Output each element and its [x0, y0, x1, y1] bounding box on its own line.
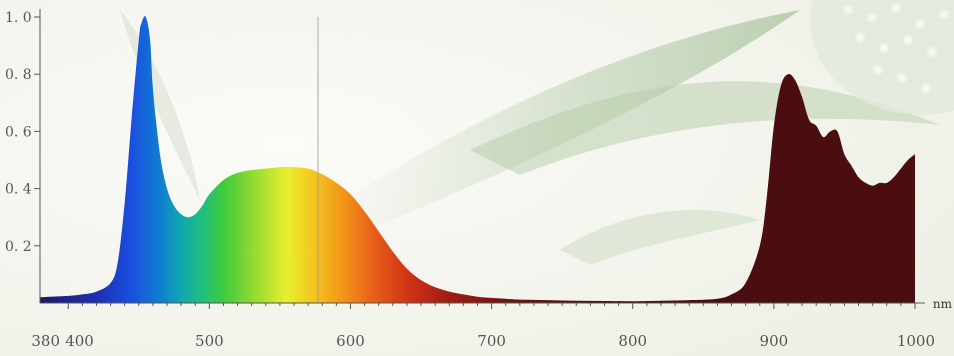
led-dot: [870, 62, 886, 78]
y-tick-label: 1. 0: [5, 10, 32, 26]
led-dot: [924, 44, 940, 60]
infrared-spectrum-area: [632, 74, 915, 303]
x-tick-label: 600: [336, 332, 365, 350]
x-tick-label: 900: [760, 332, 789, 350]
led-dot: [888, 0, 904, 16]
led-dot: [900, 32, 916, 48]
x-tick-label: 400: [65, 332, 94, 350]
led-dot: [894, 70, 910, 86]
y-tick-label: 0. 2: [5, 239, 32, 255]
leaf-shape: [470, 81, 940, 175]
plot-area: [40, 16, 915, 303]
led-dot: [840, 2, 856, 18]
visible-spectrum-area: [40, 16, 633, 303]
x-tick-label: 800: [618, 332, 647, 350]
led-dot: [936, 6, 952, 22]
led-dot: [876, 40, 892, 56]
background-leaves: [120, 0, 954, 265]
axes: 380 400 500 600 700 800 900 1000 0. 2 0. 4 0. 6 0. …: [5, 9, 953, 350]
x-tick-label: 1000: [897, 332, 935, 350]
led-dot: [918, 80, 934, 96]
x-tick-label: 380: [31, 332, 60, 350]
y-tick-label: 0. 8: [5, 67, 32, 83]
x-tick-label: 700: [477, 332, 506, 350]
led-dot: [852, 30, 868, 46]
leaf-shape: [560, 210, 760, 265]
y-tick-label: 0. 4: [5, 182, 32, 198]
led-dot: [864, 10, 880, 26]
x-tick-label: 500: [195, 332, 224, 350]
y-tick-label: 0. 6: [5, 124, 32, 140]
x-unit-label: nm: [933, 297, 953, 311]
led-dot: [912, 16, 928, 32]
